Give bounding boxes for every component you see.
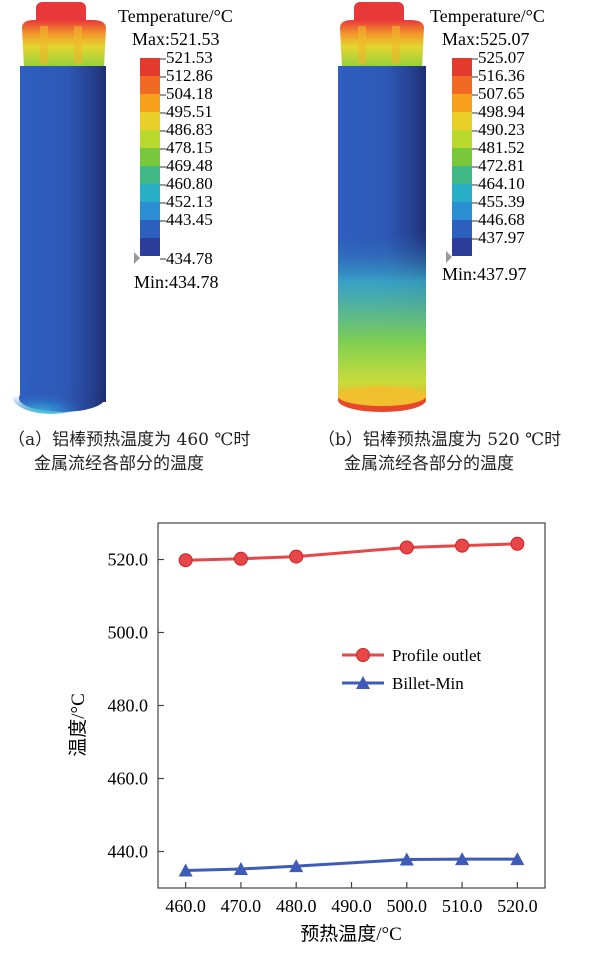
legend-label-billet-min: Billet-Min: [392, 674, 464, 693]
line-chart: 440.0 460.0 480.0 500.0 520.0 460.0 470.0 480.…: [67, 522, 546, 945]
scale-tick-a-5: 478.15: [166, 138, 213, 157]
max-label-b: Max:525.07: [442, 29, 530, 49]
caption-a-line2: 金属流经各部分的温度: [34, 454, 204, 474]
scale-tick-a-9: 443.45: [166, 210, 213, 229]
color-scale-a: [134, 58, 160, 264]
simulation-panel-a: Temperature/°C Max:521.53 521.53 512.86 …: [12, 2, 233, 414]
plot-frame: [157, 522, 546, 889]
point-profile-outlet-5: [510, 536, 525, 551]
legend-title-a: Temperature/°C: [118, 6, 233, 26]
point-billet-min-5: [510, 852, 525, 866]
point-billet-min-3: [399, 852, 414, 866]
x-tick-label-6: 520.0: [497, 896, 538, 916]
point-billet-min-4: [455, 852, 470, 866]
scale-tick-a-7: 460.80: [166, 174, 213, 193]
scale-tick-b-1: 516.36: [478, 66, 525, 85]
point-profile-outlet-4: [455, 538, 470, 553]
point-billet-min-1: [233, 862, 248, 876]
extrusion-die-a: [22, 2, 106, 68]
legend-marker-profile-outlet: [356, 648, 370, 662]
caption-b-line1: （b）铝棒预热温度为 520 ℃时: [318, 430, 562, 450]
simulation-panel-b: Temperature/°C Max:525.07 525.07 516.36 …: [338, 2, 545, 412]
y-tick-label-4: 520.0: [108, 550, 149, 570]
scale-tick-a-6: 469.48: [166, 156, 213, 175]
series-line-billet-min: [185, 857, 518, 872]
scale-tick-b-5: 481.52: [478, 138, 525, 157]
x-tick-label-5: 510.0: [442, 896, 483, 916]
point-profile-outlet-2: [289, 549, 304, 564]
series-line-profile-outlet: [185, 542, 518, 562]
y-tick-label-0: 440.0: [108, 842, 149, 862]
scale-tick-a-0: 521.53: [166, 48, 213, 67]
point-billet-min-2: [289, 859, 304, 873]
extrusion-die-b: [340, 2, 424, 68]
min-label-b: Min:437.97: [442, 264, 527, 284]
point-profile-outlet-0: [178, 553, 193, 568]
scale-tick-a-3: 495.51: [166, 102, 213, 121]
legend-marker-billet-min: [356, 676, 370, 689]
scale-tick-a-4: 486.83: [166, 120, 213, 139]
y-axis-label: 温度/°C: [67, 693, 89, 757]
y-tick-label-2: 480.0: [108, 696, 149, 716]
y-tick-label-3: 500.0: [108, 623, 149, 643]
scale-tick-b-8: 455.39: [478, 192, 525, 211]
point-billet-min-0: [178, 863, 193, 877]
scale-tick-b-9: 446.68: [478, 210, 525, 229]
color-scale-b: [446, 58, 472, 263]
scale-tick-b-0: 525.07: [478, 48, 525, 67]
scale-tick-b-2: 507.65: [478, 84, 525, 103]
y-tick-label-1: 460.0: [108, 769, 149, 789]
x-axis-label: 预热温度/°C: [300, 923, 402, 945]
min-label-a: Min:434.78: [134, 272, 219, 292]
caption-a: （a）铝棒预热温度为 460 ℃时 金属流经各部分的温度: [8, 428, 250, 476]
legend-title-b: Temperature/°C: [430, 6, 545, 26]
scale-tick-b-4: 490.23: [478, 120, 525, 139]
scale-tick-a-10: 434.78: [166, 249, 213, 268]
scale-tick-b-10: 437.97: [478, 228, 525, 247]
point-profile-outlet-3: [399, 540, 414, 555]
scale-tick-b-6: 472.81: [478, 156, 525, 175]
caption-b-line2: 金属流经各部分的温度: [344, 454, 514, 474]
max-label-a: Max:521.53: [132, 29, 220, 49]
billet-b: [338, 66, 426, 412]
billet-a: [12, 66, 106, 414]
scale-tick-a-1: 512.86: [166, 66, 213, 85]
caption-a-line1: （a）铝棒预热温度为 460 ℃时: [8, 430, 251, 450]
scale-tick-a-8: 452.13: [166, 192, 213, 211]
x-tick-label-0: 460.0: [165, 896, 206, 916]
x-tick-label-4: 500.0: [387, 896, 428, 916]
scale-tick-b-7: 464.10: [478, 174, 525, 193]
x-tick-label-2: 480.0: [276, 896, 317, 916]
x-tick-label-3: 490.0: [331, 896, 372, 916]
point-profile-outlet-1: [233, 551, 248, 566]
scale-tick-a-2: 504.18: [166, 84, 213, 103]
caption-b: （b）铝棒预热温度为 520 ℃时 金属流经各部分的温度: [318, 428, 561, 476]
legend: Profile outlet Billet-Min: [342, 646, 482, 693]
scale-tick-b-3: 498.94: [478, 102, 525, 121]
legend-label-profile-outlet: Profile outlet: [392, 646, 482, 665]
x-tick-label-1: 470.0: [221, 896, 262, 916]
